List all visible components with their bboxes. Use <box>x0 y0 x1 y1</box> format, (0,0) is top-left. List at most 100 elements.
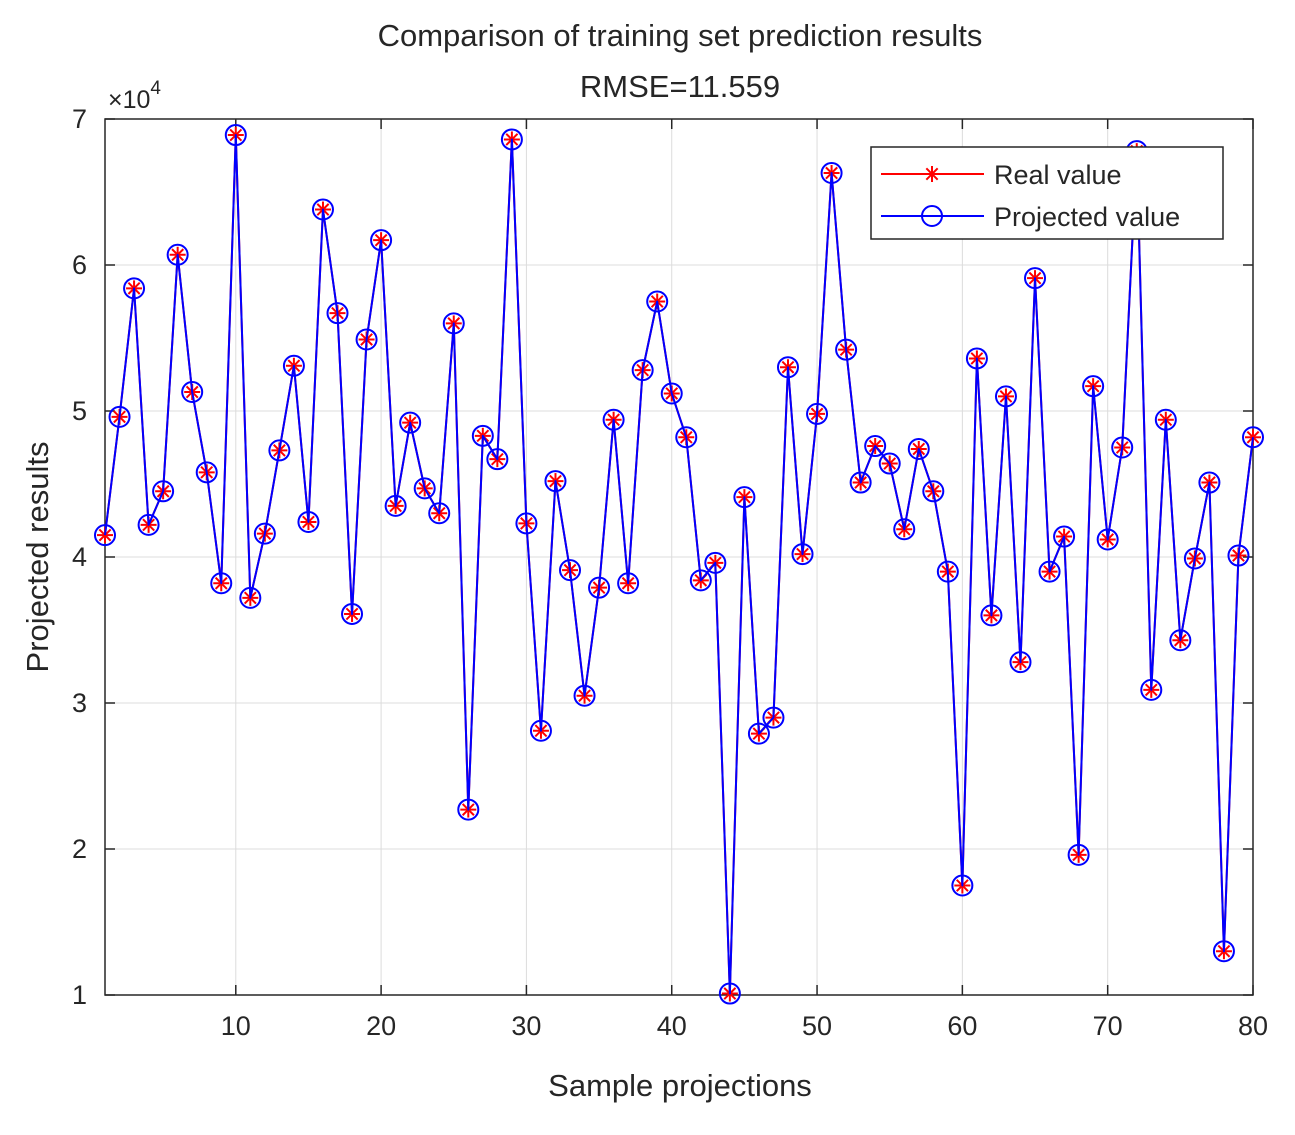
projected-value-marker <box>559 559 582 582</box>
projected-value-marker <box>210 572 233 595</box>
x-tick-label: 80 <box>1238 1011 1268 1041</box>
projected-value-line <box>104 134 1254 995</box>
projected-value-marker <box>152 480 175 503</box>
projected-value-marker <box>675 426 698 449</box>
projected-value-marker <box>108 405 131 428</box>
projected-value-marker <box>907 437 930 460</box>
projected-value-marker <box>166 243 189 266</box>
projected-value-marker <box>123 277 146 300</box>
y-exponent-base: ×10 <box>108 86 150 114</box>
projected-value-marker <box>704 551 727 574</box>
projected-value-marker <box>1212 940 1235 963</box>
projected-value-marker <box>893 518 916 541</box>
x-axis-label: Sample projections <box>548 1068 812 1103</box>
y-tick-label: 4 <box>72 542 87 572</box>
projected-value-marker <box>239 586 262 609</box>
y-tick-label: 2 <box>72 834 87 864</box>
x-tick-label: 10 <box>221 1011 251 1041</box>
x-tick-label: 60 <box>947 1011 977 1041</box>
projected-value-marker <box>864 435 887 458</box>
projected-value-marker <box>515 512 538 535</box>
projected-value-marker <box>399 411 422 434</box>
projected-value-marker <box>442 312 465 335</box>
projected-value-marker <box>253 522 276 545</box>
projected-value-marker <box>1082 375 1105 398</box>
projected-value-marker <box>965 347 988 370</box>
projected-value-marker <box>1009 651 1032 674</box>
projected-value-marker <box>820 162 843 185</box>
projected-value-marker <box>936 560 959 583</box>
projected-value-marker <box>922 480 945 503</box>
legend-real-label: Real value <box>994 160 1122 190</box>
y-exponent-power: 4 <box>150 78 161 99</box>
projected-value-marker <box>486 448 509 471</box>
projected-value-marker <box>588 576 611 599</box>
projected-value-marker <box>471 424 494 447</box>
projected-value-marker <box>94 524 116 547</box>
axis-ticks <box>105 118 1254 996</box>
projected-value-marker <box>544 470 567 493</box>
projected-value-marker <box>646 290 669 313</box>
series-projected-value <box>94 124 1264 1005</box>
y-tick-label: 5 <box>72 396 87 426</box>
x-tick-label: 30 <box>511 1011 541 1041</box>
projected-value-marker <box>1111 436 1134 459</box>
legend-asterisk-symbol <box>924 166 940 182</box>
projected-value-marker <box>1140 678 1163 701</box>
projected-value-marker <box>1038 560 1061 583</box>
x-tick-label: 40 <box>657 1011 687 1041</box>
projected-value-marker <box>181 381 204 404</box>
projected-value-marker <box>762 706 785 729</box>
projected-value-marker <box>1067 843 1090 866</box>
projected-value-marker <box>573 684 596 707</box>
y-exponent-label: ×104 <box>108 78 161 114</box>
legend: Real value Projected value <box>870 146 1224 240</box>
y-tick-label: 1 <box>72 980 87 1010</box>
chart-title: Comparison of training set prediction re… <box>378 18 983 53</box>
projected-value-marker <box>282 354 305 377</box>
projected-value-marker <box>370 229 393 252</box>
projected-value-marker <box>326 302 349 325</box>
projected-value-marker <box>413 477 436 500</box>
projected-value-marker <box>195 461 218 484</box>
projected-value-marker <box>849 471 872 494</box>
projected-value-marker <box>1198 471 1221 494</box>
projected-value-marker <box>384 494 407 517</box>
projected-value-marker <box>718 982 741 1005</box>
y-tick-labels: 1 2 3 4 5 6 7 <box>72 104 87 1010</box>
legend-projected-marker <box>921 205 943 227</box>
projected-value-marker <box>994 385 1017 408</box>
projected-value-marker <box>1024 267 1047 290</box>
projected-value-marker <box>1183 547 1206 570</box>
projected-value-marker <box>878 452 901 475</box>
projected-value-marker <box>602 408 625 431</box>
projected-value-marker <box>1096 528 1119 551</box>
projected-value-marker <box>1154 408 1177 431</box>
projected-value-marker <box>733 486 756 509</box>
projected-value-marker <box>224 124 247 147</box>
y-tick-label: 7 <box>72 104 87 134</box>
projected-value-marker <box>311 198 334 221</box>
y-tick-label: 6 <box>72 250 87 280</box>
x-tick-label: 50 <box>802 1011 832 1041</box>
y-tick-label: 3 <box>72 688 87 718</box>
legend-real-marker <box>924 166 940 182</box>
projected-value-marker <box>529 719 552 742</box>
projected-value-marker <box>457 798 480 821</box>
projected-value-marker <box>631 359 654 382</box>
projected-value-marker <box>137 513 160 536</box>
x-tick-label: 70 <box>1093 1011 1123 1041</box>
legend-box <box>870 146 1224 240</box>
projected-value-marker <box>297 510 320 533</box>
projected-value-marker <box>660 382 683 405</box>
chart-subtitle: RMSE=11.559 <box>580 69 780 104</box>
y-axis-label: Projected results <box>20 442 55 673</box>
projected-value-marker <box>617 572 640 595</box>
x-tick-label: 20 <box>366 1011 396 1041</box>
projected-value-marker <box>1169 629 1192 652</box>
projected-value-marker <box>500 128 523 151</box>
projected-value-marker <box>428 502 451 525</box>
projected-value-marker <box>776 356 799 379</box>
projected-value-marker <box>980 604 1003 627</box>
